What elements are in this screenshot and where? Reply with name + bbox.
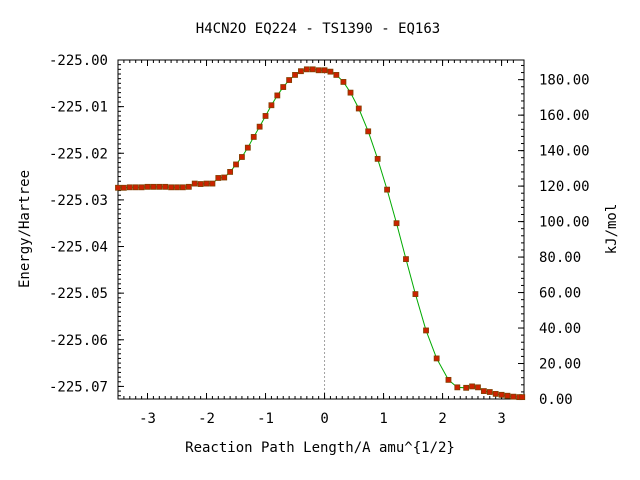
- y-tick-label: -225.04: [49, 240, 108, 256]
- energy-data-point: [333, 72, 340, 78]
- y2-tick-label: 40.00: [539, 321, 581, 337]
- energy-data-point: [168, 184, 175, 191]
- energy-data-point: [469, 383, 475, 390]
- chart-title: H4CN2O EQ224 - TS1390 - EQ163: [196, 21, 440, 37]
- y2-axis-ticks: 0.00 20.00 40.00 60.00 80.00 100.00 120.00 140.…: [518, 64, 590, 408]
- y-tick-label: -225.00: [49, 53, 108, 69]
- energy-curve-line: [118, 68, 523, 398]
- energy-data-point: [138, 184, 145, 191]
- y-tick-label: -225.06: [49, 333, 108, 349]
- energy-data-point: [403, 256, 409, 263]
- energy-data-points: [115, 66, 526, 401]
- x-tick-label: 0: [320, 411, 328, 427]
- energy-data-point: [227, 169, 234, 175]
- x-tick-label: -2: [198, 411, 215, 427]
- energy-data-point: [156, 183, 163, 190]
- energy-data-point: [150, 183, 157, 190]
- energy-data-point: [250, 134, 257, 140]
- y2-tick-label: 60.00: [539, 286, 581, 302]
- energy-data-point: [504, 392, 511, 399]
- y-tick-label: -225.07: [49, 379, 108, 395]
- energy-data-point: [365, 128, 372, 135]
- y2-tick-label: 20.00: [539, 357, 581, 373]
- energy-data-point: [321, 67, 328, 74]
- energy-data-point: [174, 184, 180, 191]
- energy-data-point: [519, 394, 526, 401]
- x-axis-ticks: -3 -2 -1 0 1 2 3: [117, 60, 514, 427]
- energy-data-point: [445, 376, 452, 383]
- energy-data-point: [374, 155, 381, 162]
- energy-data-point: [433, 355, 440, 362]
- energy-data-point: [463, 384, 470, 391]
- energy-data-point: [292, 72, 298, 78]
- energy-data-point: [298, 68, 304, 75]
- energy-data-point: [132, 184, 139, 191]
- energy-data-point: [203, 180, 210, 187]
- energy-data-point: [498, 391, 505, 398]
- energy-data-point: [274, 92, 281, 99]
- energy-data-point: [191, 180, 198, 187]
- y-tick-label: -225.02: [49, 146, 108, 162]
- x-tick-label: -3: [139, 411, 156, 427]
- y2-tick-label: 140.00: [539, 144, 590, 160]
- x-axis-label: Reaction Path Length/A amu^{1/2}: [185, 440, 455, 456]
- x-tick-label: 3: [497, 411, 505, 427]
- y-axis-ticks: -225.00 -225.01 -225.02 -225.03 -225.04 -225.…: [49, 53, 124, 397]
- energy-data-point: [185, 183, 192, 190]
- energy-data-point: [486, 389, 493, 395]
- energy-data-point: [327, 68, 334, 75]
- y2-tick-label: 100.00: [539, 215, 590, 231]
- energy-data-point: [303, 66, 310, 73]
- energy-data-point: [384, 186, 390, 193]
- energy-data-point: [126, 184, 133, 191]
- energy-data-point: [423, 327, 429, 334]
- x-tick-label: -1: [257, 411, 274, 427]
- energy-data-point: [239, 154, 245, 160]
- y2-tick-label: 160.00: [539, 108, 590, 124]
- energy-data-point: [286, 77, 293, 83]
- x-tick-label: 1: [379, 411, 387, 427]
- energy-data-point: [256, 123, 263, 130]
- y-axis-label: Energy/Hartree: [17, 170, 33, 288]
- plot-area: -3 -2 -1 0 1 2 3 -225.00-225.01-225.02-225.03-…: [49, 53, 590, 427]
- energy-data-point: [209, 180, 216, 187]
- plot-frame: [117, 59, 525, 400]
- y2-tick-label: 80.00: [539, 250, 581, 266]
- energy-data-point: [280, 84, 287, 90]
- energy-data-point: [215, 175, 222, 181]
- energy-data-point: [510, 393, 517, 400]
- energy-data-point: [412, 291, 419, 297]
- y2-axis-label: kJ/mol: [604, 204, 620, 255]
- energy-data-point: [268, 102, 275, 109]
- energy-data-point: [393, 220, 400, 227]
- energy-data-point: [475, 384, 481, 391]
- energy-data-point: [144, 183, 151, 190]
- energy-data-point: [162, 183, 169, 190]
- energy-data-point: [355, 105, 362, 112]
- energy-data-point: [480, 388, 487, 394]
- energy-data-point: [340, 79, 347, 85]
- energy-data-point: [315, 67, 322, 74]
- y-tick-label: -225.01: [49, 100, 108, 116]
- energy-data-point: [309, 66, 316, 73]
- energy-data-point: [115, 184, 121, 191]
- y-tick-label: -225.05: [49, 286, 108, 302]
- y-tick-label: -225.03: [49, 193, 108, 209]
- energy-data-point: [121, 184, 127, 191]
- y2-tick-label: 0.00: [539, 392, 573, 408]
- y2-tick-label: 180.00: [539, 73, 590, 89]
- energy-data-point: [347, 89, 354, 96]
- energy-data-point: [233, 161, 239, 168]
- energy-data-point: [197, 181, 204, 187]
- energy-data-point: [454, 384, 461, 391]
- y2-tick-label: 120.00: [539, 179, 590, 195]
- energy-data-point: [180, 184, 186, 191]
- x-tick-label: 2: [438, 411, 446, 427]
- energy-data-point: [492, 390, 499, 397]
- energy-data-point: [244, 144, 251, 151]
- energy-data-point: [262, 113, 269, 119]
- energy-data-point: [221, 174, 228, 181]
